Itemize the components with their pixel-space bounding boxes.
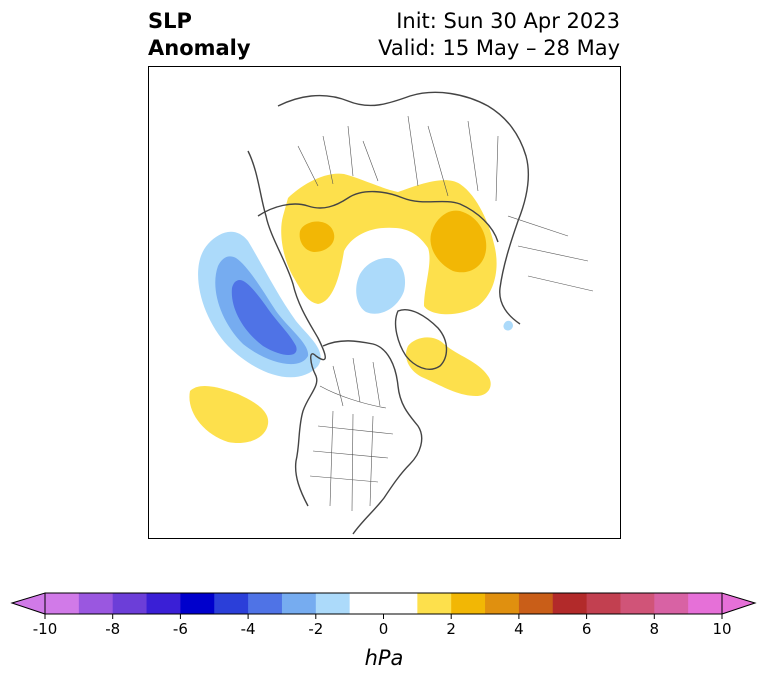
negative-anomaly-arctic xyxy=(356,258,406,314)
canada-provinces xyxy=(332,357,381,407)
colorbar-arrow-right xyxy=(721,592,757,615)
colorbar-arrow-left xyxy=(10,592,46,615)
colorbar-swatch xyxy=(349,593,384,614)
colorbar-swatch xyxy=(281,593,317,614)
colorbar-swatch xyxy=(620,593,655,614)
greenland-coast xyxy=(394,309,448,370)
colorbar-tick-label: -6 xyxy=(173,620,188,638)
colorbar-swatch xyxy=(552,593,588,614)
colorbar-swatch xyxy=(315,593,351,614)
colorbar-swatch xyxy=(417,593,452,614)
colorbar-swatch xyxy=(180,593,215,614)
colorbar-swatch xyxy=(45,593,80,614)
north-america-west-coast xyxy=(247,150,326,507)
colorbar-tick-label: 4 xyxy=(514,620,524,638)
eurasia-coast xyxy=(277,91,530,325)
colorbar-swatch xyxy=(383,593,418,614)
colorbar-swatch xyxy=(248,593,283,614)
colorbar-swatch xyxy=(688,593,723,614)
colorbar-tick-label: 6 xyxy=(582,620,592,638)
russia-regions xyxy=(407,115,499,202)
map-title: SLP Anomaly xyxy=(148,8,251,62)
colorbar-ticks: -10 -8 -6 -4 -2 0 2 4 6 8 10 xyxy=(33,614,732,638)
map-frame xyxy=(148,66,621,539)
date-info: Init: Sun 30 Apr 2023 Valid: 15 May – 28… xyxy=(378,8,620,62)
colorbar-swatch xyxy=(112,593,148,614)
negative-anomaly-core xyxy=(231,280,297,355)
colorbar-tick-label: -8 xyxy=(105,620,120,638)
positive-anomaly-pacific xyxy=(189,385,269,444)
colorbar-tick-label: -2 xyxy=(308,620,323,638)
colorbar-swatch xyxy=(451,593,486,614)
positive-anomaly-arctic-core-west xyxy=(299,221,335,252)
colorbar-tick-label: -4 xyxy=(241,620,256,638)
eurasia-north-coast xyxy=(257,190,499,243)
coastlines xyxy=(247,91,530,535)
us-states xyxy=(309,410,394,512)
valid-range: Valid: 15 May – 28 May xyxy=(378,36,620,60)
anomaly-fills xyxy=(189,173,513,444)
title-line-1: SLP xyxy=(148,9,192,33)
title-line-2: Anomaly xyxy=(148,36,251,60)
positive-anomaly-arctic-core-east xyxy=(430,210,487,273)
anomaly-map xyxy=(148,66,621,539)
colorbar-swatch xyxy=(586,593,621,614)
positive-anomaly-arctic-band xyxy=(281,173,497,315)
colorbar-swatches xyxy=(45,593,723,614)
colorbar-unit-label: hPa xyxy=(364,646,404,670)
negative-anomaly-arctic-small xyxy=(503,320,513,331)
colorbar-swatch xyxy=(654,593,689,614)
china-regions xyxy=(507,215,594,292)
colorbar-tick-label: 2 xyxy=(446,620,456,638)
country-borders xyxy=(297,115,594,512)
colorbar-swatch xyxy=(518,593,554,614)
colorbar-swatch xyxy=(485,593,520,614)
init-date: Init: Sun 30 Apr 2023 xyxy=(396,9,620,33)
colorbar-swatch xyxy=(146,593,181,614)
positive-anomaly-canada xyxy=(405,337,491,396)
colorbar-tick-label: 8 xyxy=(650,620,660,638)
north-america-east-coast xyxy=(322,340,423,535)
us-canada-border xyxy=(319,385,387,409)
colorbar-swatch xyxy=(214,593,249,614)
colorbar-tick-label: -10 xyxy=(33,620,58,638)
colorbar-tick-label: 10 xyxy=(712,620,731,638)
colorbar-swatch xyxy=(78,593,114,614)
colorbar-tick-label: 0 xyxy=(379,620,389,638)
colorbar: -10 -8 -6 -4 -2 0 2 4 6 8 10 xyxy=(10,592,757,638)
europe-countries xyxy=(297,125,379,187)
